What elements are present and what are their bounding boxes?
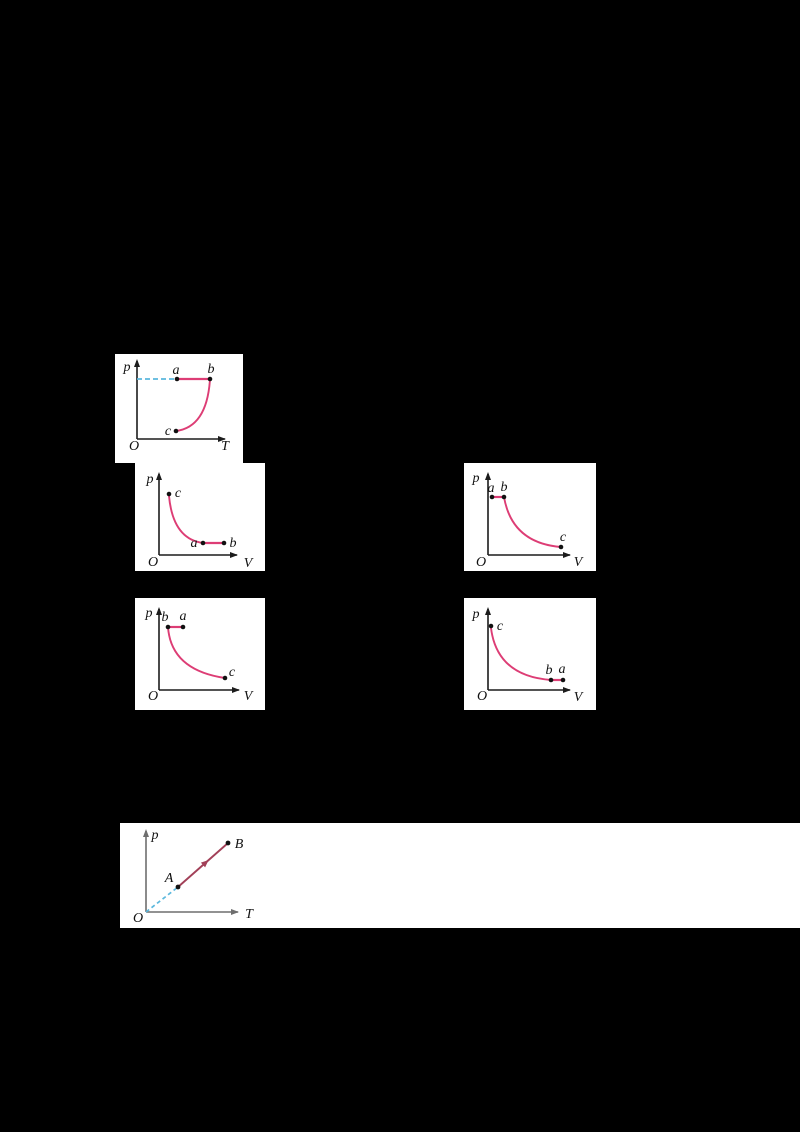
direction-arrow-icon xyxy=(200,860,209,868)
x-axis-arrow-icon xyxy=(563,552,571,558)
point-a-label: a xyxy=(191,536,198,551)
origin-label: O xyxy=(476,555,486,570)
point-b-dot xyxy=(165,624,171,630)
origin-label: O xyxy=(129,439,139,454)
point-A-dot xyxy=(175,884,181,890)
origin-label: O xyxy=(148,555,158,570)
figure-pv-cab-svg: p V O c a b xyxy=(146,472,254,571)
point-B-dot xyxy=(225,840,231,846)
x-axis-label: V xyxy=(244,556,254,571)
point-c-label: c xyxy=(560,530,567,545)
figure-pv-abc: p V O a b c xyxy=(464,463,596,571)
origin-label: O xyxy=(133,911,143,926)
point-b-label: b xyxy=(230,536,237,551)
figure-pv-cba-svg: p V O c b a xyxy=(472,607,584,705)
figure-pt-ab: p T O A B xyxy=(120,823,800,928)
point-c-label: c xyxy=(175,486,182,501)
x-axis-arrow-icon xyxy=(563,687,571,693)
point-c-dot xyxy=(166,491,172,497)
figure-pt-abc-svg: p T O a b c xyxy=(123,359,230,454)
x-axis-label: V xyxy=(574,690,584,705)
point-a-label: a xyxy=(559,662,566,677)
point-c-dot xyxy=(558,544,564,550)
point-b-dot xyxy=(207,376,213,382)
point-a-dot xyxy=(560,677,566,683)
point-a-dot xyxy=(180,624,186,630)
y-axis-arrow-icon xyxy=(485,607,491,615)
point-c-dot xyxy=(222,675,228,681)
point-b-label: b xyxy=(501,480,508,495)
x-axis-label: V xyxy=(244,689,254,704)
curve-c-b xyxy=(490,627,552,681)
point-A-label: A xyxy=(164,871,174,886)
figure-pv-bac: p V O b a c xyxy=(135,598,265,710)
y-axis-label: p xyxy=(151,828,159,843)
y-axis-arrow-icon xyxy=(134,359,140,367)
point-c-label: c xyxy=(229,665,236,680)
x-axis-label: T xyxy=(221,439,230,454)
figure-pv-cba: p V O c b a xyxy=(464,598,596,710)
point-b-label: b xyxy=(546,663,553,678)
curve-b-c xyxy=(503,496,562,548)
y-axis-label: p xyxy=(146,472,154,487)
point-a-dot xyxy=(174,376,180,382)
y-axis-arrow-icon xyxy=(485,472,491,480)
curve-b-c xyxy=(167,626,226,679)
y-axis-arrow-icon xyxy=(143,829,149,837)
point-b-dot xyxy=(501,494,507,500)
point-b-dot xyxy=(221,540,227,546)
figure-pt-abc: p T O a b c xyxy=(115,354,243,463)
x-axis-label: V xyxy=(574,555,584,570)
point-a-label: a xyxy=(173,363,180,378)
point-c-dot xyxy=(173,428,179,434)
point-b-dot xyxy=(548,677,554,683)
y-axis-label: p xyxy=(145,606,153,621)
figure-pv-bac-svg: p V O b a c xyxy=(145,606,254,704)
y-axis-label: p xyxy=(472,607,480,622)
x-axis-arrow-icon xyxy=(231,909,239,915)
figure-pv-abc-svg: p V O a b c xyxy=(472,471,584,570)
x-axis-arrow-icon xyxy=(218,436,226,442)
x-axis-label: T xyxy=(245,907,254,922)
figure-pv-cab: p V O c a b xyxy=(135,463,265,571)
x-axis-arrow-icon xyxy=(230,552,238,558)
point-a-label: a xyxy=(488,481,495,496)
point-b-label: b xyxy=(208,362,215,377)
point-c-label: c xyxy=(165,424,172,439)
dashed-guide-O-A xyxy=(145,886,179,913)
origin-label: O xyxy=(477,689,487,704)
figure-pt-ab-svg: p T O A B xyxy=(133,828,254,926)
origin-label: O xyxy=(148,689,158,704)
point-a-label: a xyxy=(180,609,187,624)
curve-b-c xyxy=(175,378,211,432)
point-a-dot xyxy=(200,540,206,546)
curve-c-a xyxy=(168,495,204,544)
y-axis-label: p xyxy=(472,471,480,486)
point-a-dot xyxy=(489,494,495,500)
point-B-label: B xyxy=(235,837,244,852)
y-axis-arrow-icon xyxy=(156,472,162,480)
y-axis-arrow-icon xyxy=(156,607,162,615)
point-c-label: c xyxy=(497,619,504,634)
y-axis-label: p xyxy=(123,360,131,375)
point-b-label: b xyxy=(162,610,169,625)
point-c-dot xyxy=(488,623,494,629)
x-axis-arrow-icon xyxy=(232,687,240,693)
